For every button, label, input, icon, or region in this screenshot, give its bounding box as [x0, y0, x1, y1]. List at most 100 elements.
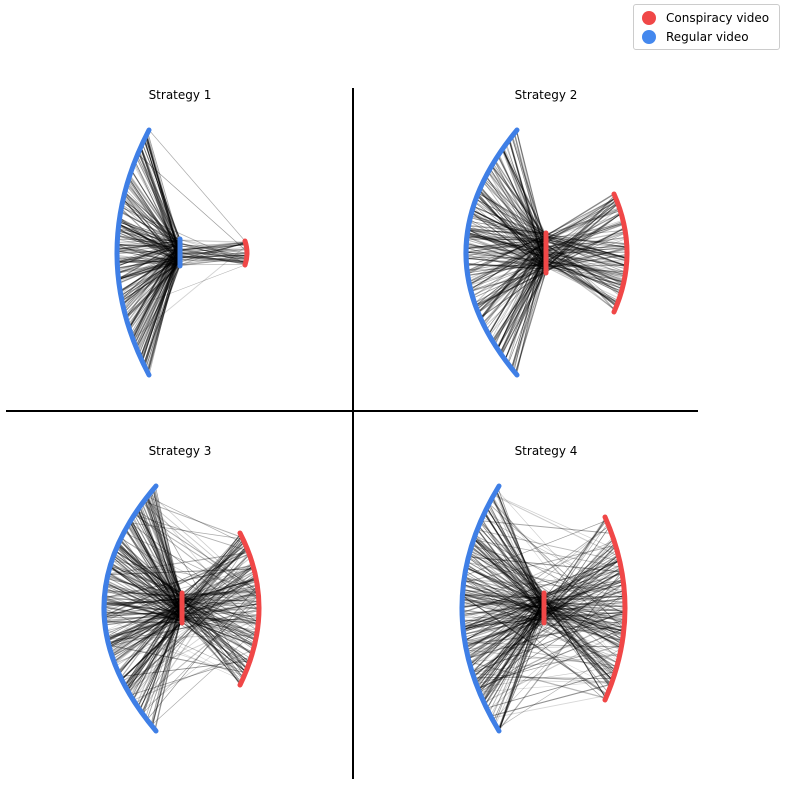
edge: [117, 251, 181, 274]
edge: [466, 565, 545, 607]
edge: [151, 491, 183, 599]
edge: [474, 536, 545, 595]
edge: [146, 617, 183, 721]
edge: [127, 524, 183, 607]
edge: [181, 565, 254, 621]
edge: [469, 220, 547, 235]
edge: [469, 220, 547, 266]
edge: [465, 614, 545, 647]
edge: [124, 257, 181, 315]
edge: [543, 552, 618, 598]
edge: [122, 199, 181, 244]
edge: [545, 256, 618, 306]
edge: [493, 494, 618, 551]
edge: [487, 594, 625, 711]
edge: [179, 248, 246, 264]
edge: [543, 597, 624, 638]
edge: [181, 593, 259, 596]
edge: [468, 557, 545, 605]
edge: [480, 187, 547, 267]
edge: [474, 535, 626, 615]
edge: [463, 610, 545, 636]
edge: [139, 507, 183, 615]
edge: [138, 251, 181, 355]
edge: [466, 234, 547, 272]
edge: [463, 593, 545, 631]
edge: [179, 258, 246, 263]
edge: [467, 230, 547, 234]
edge: [181, 541, 245, 603]
edge: [127, 525, 183, 622]
edge: [543, 609, 624, 632]
edge: [476, 195, 547, 265]
edge: [468, 661, 606, 699]
edge: [150, 594, 183, 726]
edge: [123, 243, 181, 311]
edge: [545, 264, 623, 289]
edge: [481, 518, 545, 622]
edge: [482, 266, 547, 323]
edge: [105, 629, 245, 677]
edge: [543, 602, 614, 681]
edge: [506, 143, 547, 269]
edge: [482, 181, 547, 270]
edge: [545, 253, 625, 283]
edge: [543, 602, 622, 649]
edge: [545, 237, 627, 245]
edge: [545, 193, 615, 237]
edge: [545, 253, 625, 281]
edge: [114, 550, 183, 595]
edge: [461, 598, 545, 607]
edge: [543, 518, 607, 619]
edge: [181, 613, 253, 655]
edge: [545, 258, 627, 270]
edge: [107, 576, 183, 602]
edge: [463, 618, 545, 635]
edge: [483, 630, 625, 704]
edge: [104, 599, 183, 622]
edge: [109, 567, 183, 602]
edge: [121, 536, 183, 623]
edge: [545, 207, 620, 264]
edge: [543, 554, 619, 600]
edge: [132, 244, 181, 340]
edge: [470, 549, 545, 602]
edge: [127, 255, 181, 323]
edge: [543, 568, 622, 596]
edge: [462, 589, 545, 609]
edge: [181, 578, 257, 602]
edge: [545, 266, 619, 304]
edge: [545, 258, 627, 263]
edge: [135, 511, 183, 613]
edge: [181, 585, 258, 603]
edge: [469, 549, 545, 615]
edge: [107, 574, 183, 604]
edge: [543, 560, 620, 596]
edge: [130, 604, 183, 697]
edge: [497, 155, 547, 255]
edge: [181, 617, 259, 623]
edge: [543, 596, 614, 679]
edge: [130, 611, 183, 697]
edge: [105, 587, 183, 623]
edge: [181, 599, 244, 679]
edge: [468, 244, 547, 283]
edge: [543, 559, 620, 624]
edge: [465, 240, 547, 253]
edge: [118, 220, 181, 250]
edge: [467, 228, 547, 252]
edge: [181, 594, 259, 601]
edge: [181, 613, 241, 685]
edge: [545, 231, 626, 248]
edge: [138, 546, 247, 709]
regular-node-arc: [463, 127, 520, 378]
edge: [545, 238, 627, 262]
regular-marker-icon: [642, 30, 656, 44]
edge: [545, 258, 626, 277]
edge: [545, 213, 622, 263]
edge: [181, 615, 251, 659]
edge: [464, 575, 606, 701]
edge: [545, 268, 624, 285]
edge: [118, 223, 181, 265]
edge: [117, 545, 183, 610]
